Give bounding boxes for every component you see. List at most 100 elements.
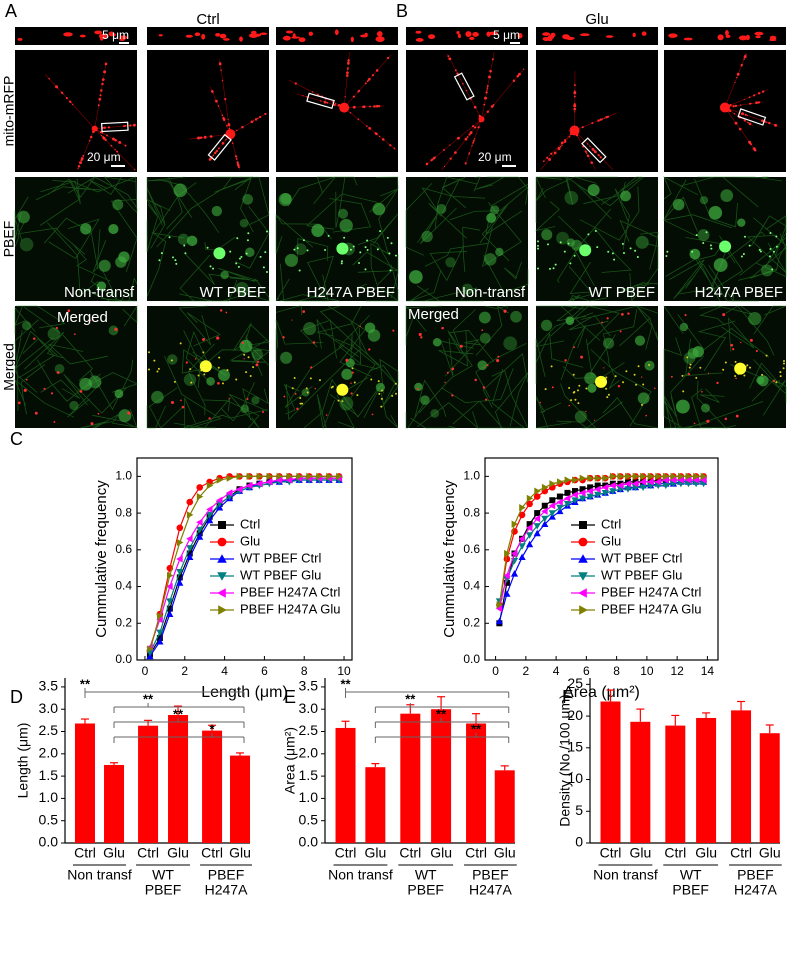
mitochondrion <box>349 111 352 114</box>
mitochondrion <box>308 31 314 36</box>
puncta <box>748 244 751 247</box>
marker <box>534 510 541 517</box>
column-label: Non-transf <box>64 284 135 301</box>
neurite <box>146 175 270 302</box>
mitochondrion <box>546 156 549 159</box>
puncta <box>318 379 321 382</box>
legend-marker <box>218 605 227 615</box>
mitochondrion <box>291 319 293 321</box>
mitochondrion <box>119 37 125 41</box>
mitochondrion <box>449 144 451 146</box>
cell-body <box>242 193 254 205</box>
micrograph <box>664 50 786 172</box>
y-tick-label: 0.4 <box>115 579 132 593</box>
cell-body <box>303 322 317 336</box>
mitochondrion <box>216 336 220 340</box>
cell-body <box>54 363 65 374</box>
mitochondrion <box>753 148 757 152</box>
puncta <box>611 252 614 255</box>
neurite <box>275 305 399 430</box>
cell-body <box>341 368 353 380</box>
mitochondrion <box>213 151 217 155</box>
puncta <box>570 399 573 402</box>
x-tick-label: Ctrl <box>74 845 96 861</box>
x-tick-label: 2 <box>181 664 188 678</box>
cell-body <box>483 253 497 266</box>
puncta <box>245 371 248 374</box>
marker <box>670 472 677 480</box>
micrograph <box>15 27 137 45</box>
puncta <box>734 360 737 363</box>
marker <box>556 504 564 512</box>
cell-body <box>430 409 440 418</box>
puncta <box>197 374 200 377</box>
marker <box>216 476 224 484</box>
micrograph <box>147 50 269 172</box>
puncta <box>341 400 344 403</box>
marker <box>579 486 586 493</box>
puncta <box>189 368 192 371</box>
x-tick-label: Ctrl <box>730 845 752 861</box>
significance-label: ** <box>340 676 351 691</box>
mitochondrion <box>77 167 79 169</box>
marker <box>503 571 510 580</box>
puncta <box>262 266 265 269</box>
micrograph <box>276 50 398 172</box>
y-axis-title: Area (μm²) <box>282 727 298 794</box>
scale-label: 20 μm <box>478 150 512 164</box>
marker <box>504 549 511 558</box>
legend-label: WT PBEF Ctrl <box>240 550 321 565</box>
mitochondrion <box>585 410 587 413</box>
mitochondrion <box>542 160 545 163</box>
puncta <box>160 252 163 255</box>
mitochondrion <box>747 121 749 124</box>
legend-marker <box>578 537 588 547</box>
merged-label: Merged <box>57 309 108 326</box>
puncta <box>212 267 215 270</box>
mitochondrion <box>773 124 776 126</box>
marker <box>587 484 594 491</box>
mitochondrion <box>512 79 516 82</box>
bar <box>168 715 189 843</box>
neurite <box>662 176 787 303</box>
marker <box>147 645 154 653</box>
mitochondrion <box>465 89 468 92</box>
mitochondrion <box>488 76 491 78</box>
mitochondrion <box>351 371 354 374</box>
mitochondrion <box>375 132 378 136</box>
puncta <box>775 235 778 238</box>
mitochondrion <box>132 123 136 127</box>
marker <box>236 472 244 480</box>
neurite <box>543 130 575 162</box>
mitochondrion <box>217 381 220 385</box>
mitochondrion <box>486 89 488 91</box>
mitochondrion <box>79 34 86 38</box>
legend-label: PBEF H247A Ctrl <box>601 584 702 599</box>
x-tick-label: Glu <box>364 845 386 861</box>
mitochondrion <box>430 159 433 162</box>
cell-body <box>80 223 92 235</box>
marker <box>662 482 670 490</box>
marker <box>255 480 263 488</box>
marker <box>654 478 662 486</box>
mitochondrion <box>103 126 106 129</box>
mitochondrion <box>416 387 419 390</box>
puncta <box>202 351 205 354</box>
cell-body <box>19 237 34 252</box>
significance-label: ** <box>405 691 416 706</box>
mitochondrion <box>235 157 238 160</box>
mitochondrion <box>503 309 507 313</box>
marker <box>206 512 214 519</box>
marker <box>186 550 193 557</box>
mitochondrion <box>753 94 756 97</box>
marker <box>640 472 647 480</box>
mitochondrion <box>485 91 488 94</box>
marker <box>601 483 609 491</box>
mitochondrion <box>114 138 117 142</box>
cell-body <box>280 351 293 364</box>
legend-label: Glu <box>601 533 621 548</box>
marker <box>296 472 303 480</box>
mitochondrion <box>99 37 104 41</box>
puncta <box>740 255 743 258</box>
x-tick-label: 10 <box>640 664 654 678</box>
